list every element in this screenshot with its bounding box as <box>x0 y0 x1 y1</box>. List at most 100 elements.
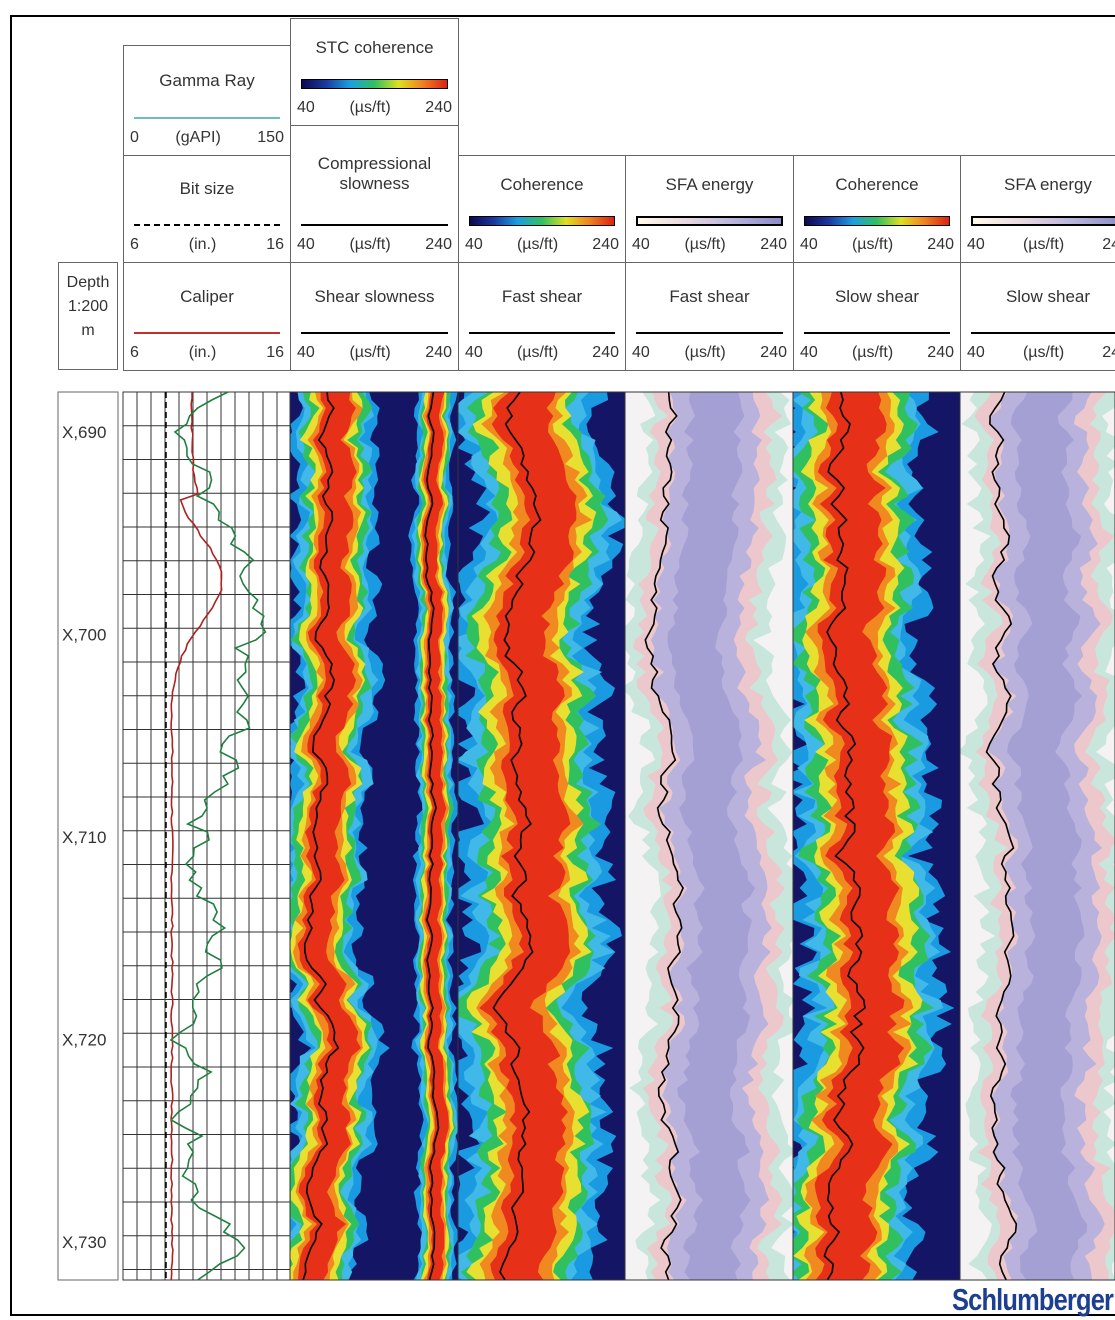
scale-min: 40 <box>632 344 650 361</box>
coherence-image <box>290 392 458 1280</box>
scale-unit: (µs/ft) <box>1022 344 1065 361</box>
scale-max: 240 <box>425 236 452 253</box>
caliper-curve <box>170 391 223 1281</box>
depth-label: X,690 <box>62 423 106 442</box>
scale-unit: (µs/ft) <box>851 344 894 361</box>
scale-row: 40 (µs/ft) 240 <box>967 236 1115 258</box>
curve-legend <box>469 216 615 226</box>
coherence-image <box>458 392 625 1280</box>
gamma-ray-curve <box>169 391 267 1281</box>
slowness-curve <box>424 392 440 1280</box>
header-cell: Coherence 40 (µs/ft) 240 <box>458 155 626 263</box>
header-cell: Coherence 40 (µs/ft) 240 <box>793 155 961 263</box>
scale-min: 40 <box>967 236 985 253</box>
header-cell: Caliper 6 (in.) 16 <box>123 262 291 371</box>
scale-row: 6 (in.) 16 <box>130 236 284 258</box>
slowness-curve <box>644 392 685 1280</box>
curve-name: STC coherence <box>315 38 434 57</box>
slowness-curve <box>823 392 866 1280</box>
scale-min: 6 <box>130 344 139 361</box>
curve-name: SFA energy <box>1004 175 1092 194</box>
scale-min: 6 <box>130 236 139 253</box>
depth-label: X,720 <box>62 1031 106 1050</box>
depth-label: Depth <box>66 274 110 291</box>
curve-name: Compressional slowness <box>317 154 432 193</box>
track-border <box>624 391 794 1281</box>
scale-row: 40 (µs/ft) 240 <box>465 236 619 258</box>
scale-max: 240 <box>592 344 619 361</box>
track-border <box>959 391 1115 1281</box>
scale-min: 40 <box>632 236 650 253</box>
depth-scale: 1:200 <box>67 298 109 315</box>
sfa-band <box>667 392 755 1280</box>
scale-max: 240 <box>927 344 954 361</box>
scale-row: 40 (µs/ft) 240 <box>465 344 619 366</box>
curve-name: Fast shear <box>669 286 750 306</box>
scale-max: 240 <box>760 236 787 253</box>
scale-max: 16 <box>266 344 284 361</box>
header-cell: Slow shear 40 (µs/ft) 240 <box>960 262 1115 371</box>
scale-row: 40 (µs/ft) 240 <box>632 344 787 366</box>
coherence-band <box>422 392 449 1280</box>
curve-name: Fast shear <box>501 286 583 306</box>
scale-row: 0 (gAPI) 150 <box>130 129 284 151</box>
scale-max: 240 <box>1102 344 1115 361</box>
curve-legend <box>134 117 280 119</box>
scale-min: 40 <box>465 236 483 253</box>
curve-legend <box>804 216 950 226</box>
curve-legend <box>301 79 448 89</box>
scale-unit: (µs/ft) <box>1022 236 1065 253</box>
sfa-band <box>1007 392 1087 1280</box>
scale-unit: (in.) <box>188 236 217 253</box>
coherence-band <box>297 392 361 1280</box>
scale-min: 40 <box>297 99 315 116</box>
scale-unit: (gAPI) <box>175 129 221 146</box>
curve-legend <box>134 332 280 334</box>
scale-min: 40 <box>297 236 315 253</box>
slowness-curve <box>492 392 542 1280</box>
depth-label: X,710 <box>62 828 106 847</box>
slowness-curve <box>985 392 1018 1280</box>
header-cell: Fast shear 40 (µs/ft) 240 <box>625 262 794 371</box>
depth-track <box>57 391 119 1281</box>
header-cell: Fast shear 40 (µs/ft) 240 <box>458 262 626 371</box>
scale-max: 240 <box>927 236 954 253</box>
scale-row: 40 (µs/ft) 240 <box>800 344 954 366</box>
scale-unit: (µs/ft) <box>349 236 391 253</box>
curve-legend <box>134 224 280 226</box>
scale-unit: (µs/ft) <box>349 99 391 116</box>
scale-max: 240 <box>425 99 452 116</box>
frame <box>10 15 1115 1316</box>
scale-row: 40 (µs/ft) 240 <box>800 236 954 258</box>
depth-header: Depth 1:200 m <box>58 262 118 370</box>
curve-name: Gamma Ray <box>159 70 255 90</box>
depth-label: X,700 <box>62 626 106 645</box>
curve-legend <box>971 332 1115 334</box>
depth-unit: m <box>81 322 95 339</box>
depth-label: X,730 <box>62 1233 106 1252</box>
slowness-curve <box>302 392 340 1280</box>
scale-min: 0 <box>130 129 139 146</box>
sfa-image <box>960 392 1115 1280</box>
scale-max: 240 <box>1102 236 1115 253</box>
curve-name: Caliper <box>180 286 234 306</box>
header-cell: SFA energy 40 (µs/ft) 240 <box>625 155 794 263</box>
scale-min: 40 <box>967 344 985 361</box>
scale-unit: (µs/ft) <box>516 236 559 253</box>
scale-max: 240 <box>592 236 619 253</box>
scale-max: 240 <box>760 344 787 361</box>
header-cell: STC coherence 40 (µs/ft) 240 <box>290 18 459 126</box>
curve-legend <box>301 224 448 226</box>
scale-unit: (µs/ft) <box>349 344 391 361</box>
curve-legend <box>804 332 950 334</box>
scale-row: 6 (in.) 16 <box>130 344 284 366</box>
curve-name: Slow shear <box>834 286 920 306</box>
scale-unit: (µs/ft) <box>684 344 726 361</box>
coherence-band <box>814 392 905 1280</box>
header-cell: Shear slowness 40 (µs/ft) 240 <box>290 262 459 371</box>
curve-name: Slow shear <box>1005 286 1091 306</box>
sfa-image <box>625 392 793 1280</box>
curve-name: SFA energy <box>665 175 754 194</box>
